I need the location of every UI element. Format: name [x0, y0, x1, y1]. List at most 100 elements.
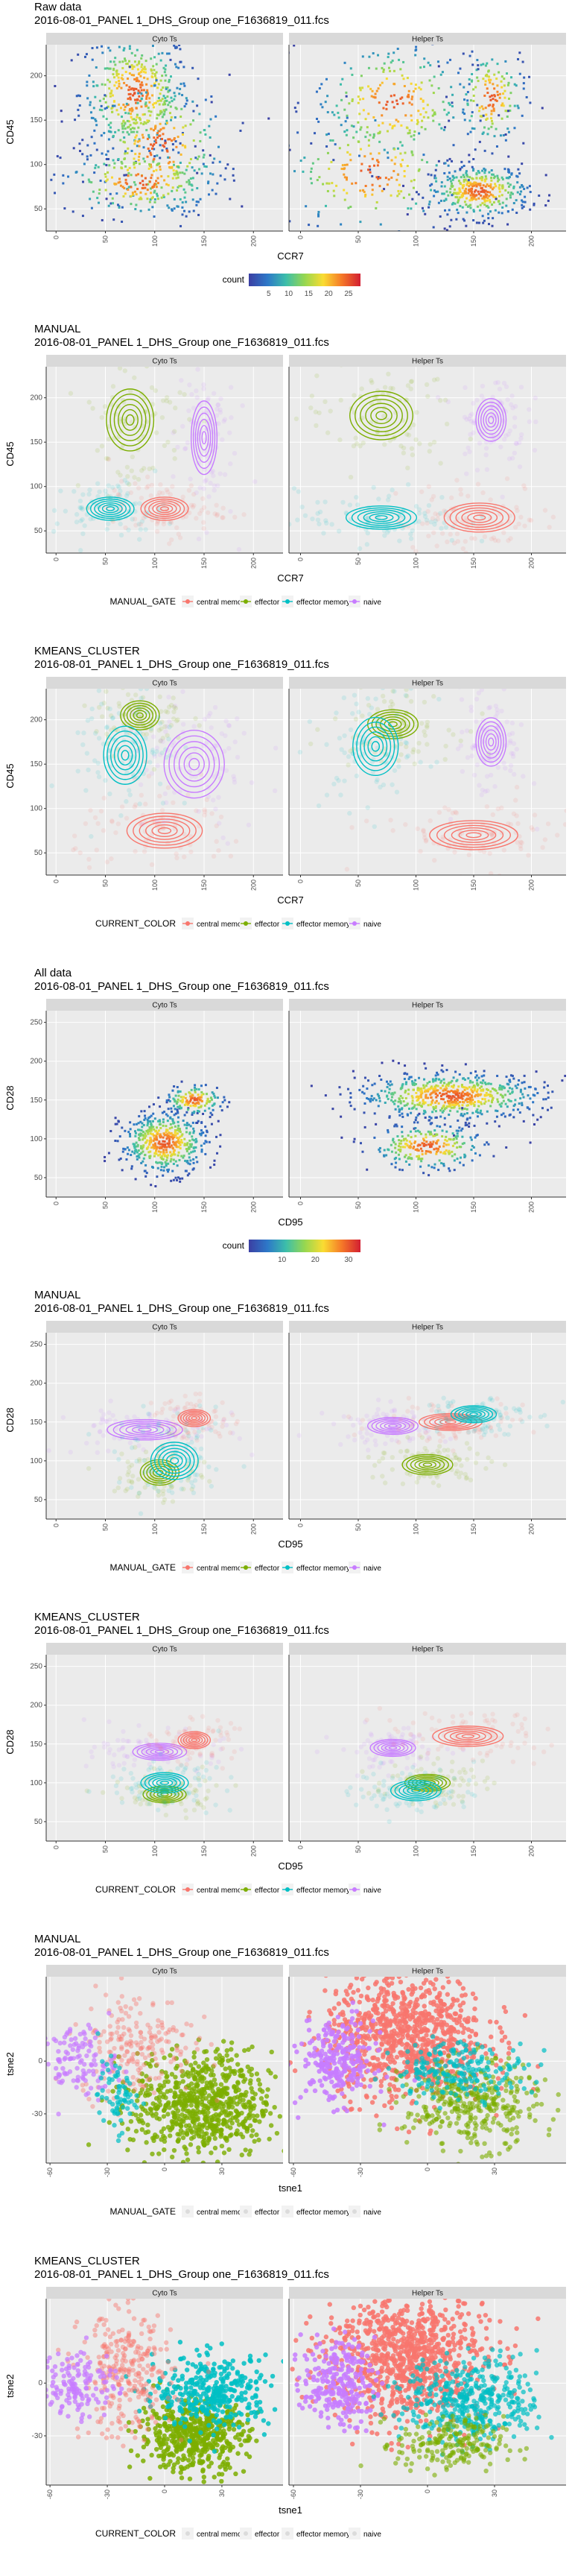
density-cell — [165, 1099, 168, 1102]
density-cell — [177, 151, 180, 154]
y-tick-label: 150 — [30, 760, 42, 768]
colorbar-tick-label: 10 — [285, 290, 293, 298]
density-cell — [200, 172, 203, 175]
density-cell — [509, 183, 512, 186]
data-point — [203, 740, 209, 745]
data-point — [471, 742, 477, 748]
density-cell — [118, 1135, 121, 1138]
density-cell — [168, 1146, 171, 1149]
density-cell — [490, 113, 493, 116]
density-cell — [182, 1099, 185, 1102]
data-point — [212, 704, 218, 710]
density-cell — [413, 138, 416, 141]
density-cell — [446, 213, 449, 216]
density-cell — [92, 85, 95, 88]
density-cell — [429, 184, 432, 187]
density-cell — [498, 1087, 501, 1090]
density-cell — [416, 1087, 419, 1090]
density-cell — [151, 145, 154, 148]
density-cell — [474, 1095, 477, 1098]
density-cell — [162, 1118, 165, 1121]
data-point — [530, 827, 536, 833]
density-cell — [117, 1120, 120, 1123]
contour-line — [363, 511, 400, 524]
density-cell — [166, 1135, 169, 1138]
density-cell — [149, 1137, 152, 1140]
density-cell — [506, 168, 509, 171]
density-cell — [326, 95, 329, 98]
density-cell — [476, 1083, 479, 1086]
density-cell — [115, 192, 118, 195]
density-cell — [505, 204, 508, 207]
density-cell — [420, 1088, 423, 1091]
density-cell — [459, 1100, 462, 1103]
density-cell — [501, 178, 504, 181]
density-cell — [393, 106, 395, 109]
density-cell — [140, 1152, 143, 1155]
density-cell — [413, 130, 416, 133]
data-point — [353, 435, 358, 441]
data-point — [460, 768, 465, 774]
density-cell — [38, 57, 40, 59]
data-point — [534, 827, 540, 832]
density-cell — [202, 1093, 205, 1096]
data-point — [168, 722, 174, 728]
density-cell — [425, 1085, 428, 1087]
data-point — [99, 414, 104, 420]
density-cell — [417, 110, 420, 113]
density-cell — [415, 1108, 418, 1111]
density-cell — [148, 1143, 151, 1146]
density-cell — [209, 1166, 212, 1169]
density-cell — [369, 133, 372, 136]
density-cell — [129, 1121, 132, 1124]
density-cell — [448, 1090, 451, 1093]
density-cell — [159, 1136, 162, 1139]
density-cell — [140, 89, 143, 92]
density-cell — [168, 1099, 171, 1102]
density-cell — [200, 1096, 203, 1099]
density-cell — [483, 1082, 486, 1085]
density-cell — [136, 101, 139, 104]
contour-line — [133, 815, 197, 846]
data-point — [433, 511, 438, 517]
density-cell — [175, 1102, 178, 1105]
data-point — [141, 731, 146, 737]
density-cell — [383, 148, 386, 151]
contour-line — [117, 745, 133, 765]
facet-label: Helper Ts — [412, 680, 443, 688]
density-cell — [182, 66, 185, 69]
density-cell — [325, 133, 328, 136]
data-point — [396, 513, 401, 518]
density-cell — [468, 83, 471, 86]
density-cell — [166, 1156, 169, 1159]
data-point — [144, 419, 150, 424]
density-cell — [379, 177, 382, 180]
density-cell — [473, 190, 476, 193]
data-point — [216, 421, 221, 426]
density-cell — [91, 47, 94, 50]
density-cell — [399, 152, 402, 155]
density-cell — [185, 1124, 188, 1127]
density-cell — [461, 1090, 464, 1093]
density-cell — [179, 1096, 182, 1099]
data-point — [492, 537, 498, 543]
data-point — [350, 711, 355, 716]
density-cell — [475, 1074, 478, 1077]
data-point — [413, 520, 418, 525]
density-cell — [75, 171, 78, 174]
density-cell — [469, 203, 472, 206]
data-point — [397, 538, 402, 543]
density-cell — [498, 211, 500, 214]
data-point — [518, 432, 524, 438]
density-cell — [121, 124, 124, 127]
density-cell — [422, 116, 425, 119]
contour-line — [363, 731, 388, 762]
density-cell — [523, 1074, 526, 1077]
density-cell — [172, 1136, 175, 1139]
data-point — [273, 745, 279, 751]
density-cell — [192, 1158, 195, 1161]
density-cell — [492, 110, 495, 113]
density-cell — [334, 143, 337, 146]
density-cell — [158, 1147, 161, 1150]
density-cell — [382, 70, 385, 73]
